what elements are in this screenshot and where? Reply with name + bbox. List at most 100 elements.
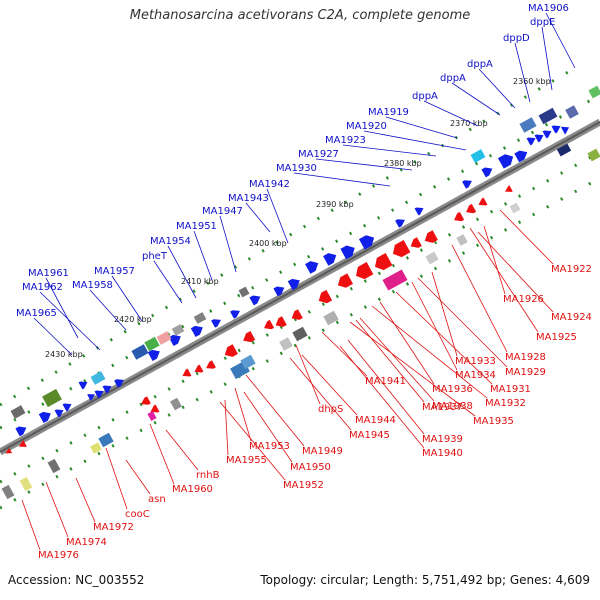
reverse-gene-label: MA1945 <box>349 430 390 441</box>
reverse-gene-label: MA1937 <box>422 402 463 413</box>
forward-leader-line <box>315 158 413 171</box>
forward-leader-line <box>266 188 289 244</box>
gene-block <box>556 143 572 157</box>
gene-block <box>587 148 600 162</box>
reverse-leader-line <box>469 227 539 333</box>
forward-gene-label: MA1930 <box>276 163 317 174</box>
gene-block <box>1 484 15 500</box>
forward-gene-label: dppA <box>467 59 493 70</box>
forward-leader-line <box>111 275 143 322</box>
reverse-leader-line <box>359 317 435 402</box>
reverse-leader-line <box>347 339 425 435</box>
gene-block <box>98 432 114 448</box>
forward-gene-label: MA1957 <box>94 266 135 277</box>
reverse-gene-arrow <box>182 368 192 377</box>
reverse-gene-label: MA1938 <box>432 401 473 412</box>
forward-leader-line <box>423 100 479 127</box>
reverse-gene-arrow <box>18 440 27 447</box>
reverse-gene-arrow <box>355 262 374 280</box>
scale-label: 2390 kbp <box>316 200 354 209</box>
forward-gene-label: MA1927 <box>298 149 339 160</box>
reverse-leader-line <box>431 271 458 357</box>
forward-gene-arrow <box>287 278 300 291</box>
reverse-leader-line <box>451 244 508 353</box>
accession-label: Accession: NC_003552 <box>8 573 145 587</box>
reverse-gene-label: MA1955 <box>226 455 267 466</box>
forward-gene-label: pheT <box>142 251 168 262</box>
reverse-gene-arrow <box>5 447 13 454</box>
forward-leader-line <box>245 202 271 233</box>
forward-gene-arrow <box>273 286 285 297</box>
gene-block <box>292 326 308 342</box>
reverse-leader-line <box>234 387 252 442</box>
gene-block <box>19 476 33 492</box>
scale-label: 2430 kbp <box>45 350 83 359</box>
reverse-leader-line <box>379 301 435 385</box>
reverse-gene-arrow <box>374 253 393 271</box>
forward-gene-label: dppE <box>530 17 555 28</box>
forward-gene-arrow <box>534 134 544 143</box>
reverse-leader-line <box>395 291 493 385</box>
reverse-leader-line <box>301 354 358 416</box>
reverse-gene-label: MA1925 <box>536 332 577 343</box>
reverse-gene-label: MA1941 <box>365 376 406 387</box>
forward-leader-line <box>545 12 576 69</box>
forward-gene-label: MA1919 <box>368 107 409 118</box>
forward-gene-label: MA1958 <box>72 280 113 291</box>
forward-gene-label: MA1942 <box>249 179 290 190</box>
reverse-gene-label: MA1924 <box>551 312 592 323</box>
reverse-gene-label: MA1935 <box>473 416 514 427</box>
forward-gene-arrow <box>190 325 203 338</box>
reverse-gene-label: MA1944 <box>355 415 396 426</box>
forward-gene-label: MA1923 <box>325 135 366 146</box>
scale-label: 2400 kbp <box>249 239 287 248</box>
forward-gene-arrow <box>526 137 536 146</box>
track-forward-inner <box>0 93 600 430</box>
forward-gene-arrow <box>62 403 72 412</box>
reverse-leader-line <box>125 459 151 495</box>
gene-block <box>519 117 537 133</box>
gene-block <box>382 269 408 291</box>
gene-block <box>144 336 160 352</box>
reverse-gene-label: MA1926 <box>503 294 544 305</box>
forward-gene-arrow <box>87 394 96 401</box>
forward-leader-line <box>514 42 531 103</box>
gene-block <box>171 324 185 336</box>
gene-block <box>131 344 149 360</box>
forward-leader-line <box>342 144 437 157</box>
reverse-gene-arrow <box>466 203 477 214</box>
gene-block <box>193 312 207 324</box>
reverse-gene-arrow <box>424 230 438 243</box>
reverse-gene-label: MA1928 <box>505 352 546 363</box>
forward-gene-arrow <box>230 310 240 319</box>
reverse-gene-arrow <box>410 237 422 248</box>
forward-gene-arrow <box>211 319 221 328</box>
gene-block <box>470 149 486 163</box>
forward-gene-label: dppD <box>503 33 530 44</box>
forward-gene-arrow <box>542 130 552 139</box>
reverse-gene-label: MA1960 <box>172 484 213 495</box>
reverse-leader-line <box>355 319 425 403</box>
forward-leader-line <box>385 116 458 139</box>
forward-gene-arrow <box>54 409 64 418</box>
reverse-leader-line <box>339 345 425 449</box>
gene-block <box>425 251 439 265</box>
gene-block <box>565 105 579 119</box>
forward-gene-arrow <box>168 334 181 347</box>
forward-gene-arrow <box>114 379 124 388</box>
forward-gene-arrow <box>514 150 528 163</box>
forward-gene-arrow <box>462 180 472 189</box>
gene-block <box>509 202 521 214</box>
reverse-leader-line <box>165 429 199 471</box>
reverse-gene-arrow <box>275 316 287 327</box>
scale-label: 2410 kbp <box>181 277 219 286</box>
reverse-leader-line <box>289 357 352 431</box>
reverse-gene-label: MA1939 <box>422 434 463 445</box>
gene-block <box>538 107 558 125</box>
forward-gene-arrow <box>323 253 337 266</box>
reverse-leader-line <box>219 401 286 481</box>
forward-gene-arrow <box>147 349 160 362</box>
forward-gene-arrow <box>38 411 51 424</box>
reverse-gene-label: MA1974 <box>66 537 107 548</box>
